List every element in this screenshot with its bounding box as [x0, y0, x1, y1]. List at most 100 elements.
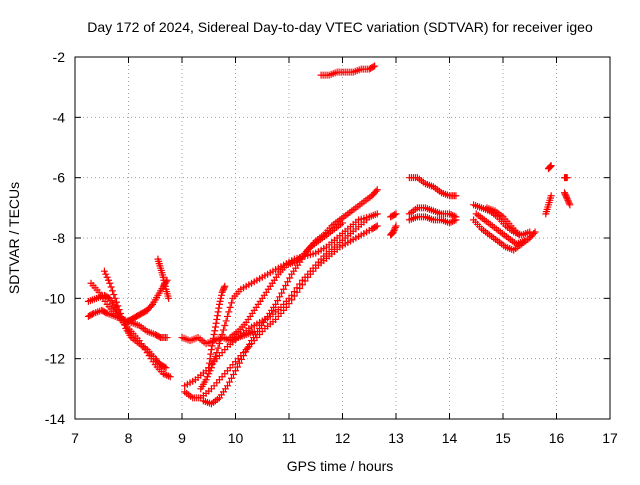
data-point [565, 199, 573, 207]
data-point [115, 306, 123, 314]
data-point [203, 373, 211, 381]
data-point [206, 367, 214, 375]
data-point [118, 313, 126, 321]
data-point [282, 282, 290, 290]
data-point [290, 288, 298, 296]
data-point [155, 333, 163, 341]
x-tick-label: 11 [282, 430, 297, 446]
data-point [225, 378, 233, 386]
data-point [373, 210, 381, 218]
data-point [446, 210, 453, 218]
data-point [561, 190, 569, 198]
data-point [450, 217, 458, 225]
data-point [219, 326, 227, 334]
data-point [102, 309, 110, 317]
x-tick-label: 16 [549, 430, 565, 446]
data-point [213, 315, 221, 323]
data-point [276, 293, 284, 301]
y-tick-label: -12 [45, 351, 65, 367]
data-point [161, 279, 169, 287]
series-arc-b [84, 306, 171, 342]
data-point [246, 340, 254, 348]
data-point [112, 298, 120, 306]
data-point [221, 321, 229, 329]
data-point [236, 359, 244, 367]
data-point [515, 231, 523, 239]
x-tick-label: 12 [335, 430, 351, 446]
y-tick-label: -4 [53, 109, 66, 125]
data-point [284, 278, 292, 286]
data-point [205, 359, 213, 367]
data-point [215, 340, 223, 348]
data-point [214, 344, 222, 352]
data-point [223, 382, 231, 390]
data-point [372, 187, 380, 195]
data-point [161, 282, 169, 290]
data-point [219, 287, 227, 295]
data-point [223, 312, 231, 320]
data-point [564, 196, 572, 204]
data-point [211, 327, 219, 335]
series-arc-p [405, 174, 460, 200]
data-point [107, 283, 115, 291]
data-point [165, 294, 173, 302]
data-point [546, 162, 554, 170]
data-point [520, 237, 528, 245]
data-point [562, 192, 570, 200]
data-point [159, 273, 167, 281]
data-point [563, 193, 571, 201]
x-tick-label: 10 [228, 430, 244, 446]
data-point [561, 189, 569, 197]
data-point [102, 270, 110, 278]
data-point [546, 163, 554, 171]
data-point [212, 319, 220, 327]
x-axis-label: GPS time / hours [287, 458, 394, 474]
data-point [250, 328, 258, 336]
series-arc-x [542, 192, 555, 218]
data-point [446, 219, 453, 227]
series-arc-q [405, 204, 460, 221]
x-tick-label: 13 [388, 430, 404, 446]
data-point [369, 63, 377, 71]
data-point [452, 192, 460, 200]
data-point [211, 323, 219, 331]
data-point [272, 300, 280, 308]
data-point [274, 297, 282, 305]
data-point [373, 186, 381, 194]
data-point [389, 228, 397, 236]
x-tick-label: 14 [442, 430, 458, 446]
data-point [391, 223, 399, 231]
data-point [111, 294, 119, 302]
data-point [565, 198, 573, 206]
data-point [232, 367, 239, 375]
data-point [244, 344, 252, 352]
series-arc-w [544, 162, 555, 173]
y-tick-label: -14 [45, 411, 65, 427]
data-point [166, 373, 174, 381]
y-tick-label: -6 [53, 170, 66, 186]
data-point [205, 364, 213, 372]
data-point [163, 371, 171, 379]
data-point [160, 276, 168, 284]
data-point [210, 356, 218, 364]
data-point [225, 308, 233, 316]
data-point [547, 162, 555, 170]
data-point [449, 211, 457, 219]
data-point [206, 355, 214, 363]
data-point [213, 349, 221, 357]
data-point [390, 226, 398, 234]
data-point [227, 374, 235, 382]
data-point [205, 370, 213, 378]
data-point [147, 302, 155, 310]
data-point [209, 360, 217, 368]
data-point [238, 355, 246, 363]
data-point [213, 312, 221, 320]
series-arc-r [405, 213, 460, 227]
data-layer [84, 62, 574, 408]
data-point [391, 225, 399, 233]
data-point [288, 291, 296, 299]
data-point [88, 310, 96, 318]
series-arc-s [470, 216, 539, 254]
